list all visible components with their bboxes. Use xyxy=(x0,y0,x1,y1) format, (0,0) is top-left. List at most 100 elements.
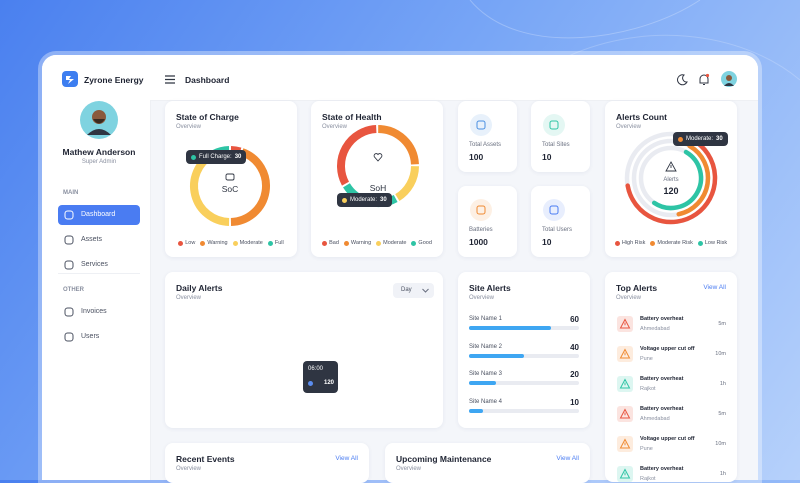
icon-shape xyxy=(619,318,631,329)
icon-shape xyxy=(64,235,74,245)
stat-value: 10 xyxy=(542,237,552,247)
legend-label: Full xyxy=(274,240,284,246)
avatar xyxy=(80,101,118,139)
site-value: 40 xyxy=(570,342,579,352)
page-title: Dashboard xyxy=(185,75,230,85)
legend-label: Moderate xyxy=(239,240,263,246)
alert-title: Voltage upper cut off xyxy=(640,436,695,442)
alert-location: Ahmedabad xyxy=(640,416,670,422)
nav-item[interactable]: Assets xyxy=(58,230,140,250)
alert-time: 5m xyxy=(718,321,726,327)
tooltip-label: Moderate: xyxy=(686,136,714,142)
legend: Bad Warning Moderate Good xyxy=(311,240,443,246)
legend: High Risk Moderate Risk Low Risk xyxy=(605,240,737,246)
filter-label: Day xyxy=(401,287,412,293)
nav-item[interactable]: Dashboard xyxy=(58,205,140,225)
nav-icon xyxy=(64,210,74,220)
alert-title: Battery overheat xyxy=(640,376,684,382)
icon-shape xyxy=(64,332,74,342)
icon-shape xyxy=(476,120,486,130)
legend-item: Good xyxy=(411,240,432,246)
bar-chart xyxy=(165,272,443,428)
card-subtitle: Overview xyxy=(176,124,202,130)
notifications[interactable] xyxy=(698,73,710,86)
legend-swatch xyxy=(200,240,206,246)
filter-dropdown[interactable]: Day010020030040001:0002:0003:0004:0005:0… xyxy=(393,283,434,298)
legend-swatch xyxy=(411,240,417,246)
tooltip-label: Full Charge: xyxy=(199,154,232,160)
donut-center-label: SoC xyxy=(221,184,239,194)
nav-item[interactable]: Users xyxy=(58,327,140,347)
legend-label: Bad xyxy=(329,240,339,246)
ring-arc xyxy=(651,149,704,211)
user-name: Mathew Anderson xyxy=(62,147,136,157)
center-icon xyxy=(225,173,235,181)
legend-swatch xyxy=(322,240,328,246)
view-all-link[interactable]: View All xyxy=(556,455,579,462)
stat-value: 10 xyxy=(542,152,552,162)
radial-chart xyxy=(624,131,718,225)
legend-swatch xyxy=(376,240,382,246)
theme-toggle[interactable] xyxy=(676,74,688,86)
legend-swatch xyxy=(343,240,349,246)
progress-bar xyxy=(469,408,483,413)
card-title: Daily Alerts xyxy=(176,283,223,293)
ring-arc xyxy=(625,137,718,225)
card-title: State of Charge xyxy=(176,112,239,122)
view-all-link[interactable]: View All xyxy=(703,284,726,291)
alert-icon xyxy=(617,466,633,482)
icon-bg xyxy=(470,114,492,136)
nav-item[interactable]: Invoices xyxy=(58,302,140,322)
card-subtitle: Overview xyxy=(176,295,202,301)
nav-icon xyxy=(64,260,74,270)
alert-time: 10m xyxy=(715,441,726,447)
card-title: Recent Events xyxy=(176,454,235,464)
icon-bg xyxy=(543,114,565,136)
site-name: Site Name 4 xyxy=(469,398,503,405)
logo xyxy=(62,71,78,87)
user-role: Super Admin xyxy=(81,159,117,165)
nav-item[interactable]: Services xyxy=(58,255,140,275)
legend-item: Low xyxy=(178,240,195,246)
progress-track xyxy=(469,408,579,413)
nav-label: Assets xyxy=(81,236,103,243)
legend-label: Good xyxy=(418,240,432,246)
legend-swatch xyxy=(232,240,238,246)
card-subtitle: Overview xyxy=(396,466,422,472)
legend-item: Low Risk xyxy=(697,240,727,246)
alert-icon xyxy=(617,316,633,332)
stat-icon xyxy=(543,199,565,221)
tooltip-category: 06:00 xyxy=(308,366,324,372)
center-value: 120 xyxy=(663,186,679,196)
icon-shape xyxy=(619,468,631,479)
alert-icon xyxy=(617,346,633,362)
top-alerts-card: Top Alerts Overview View All Battery ove… xyxy=(605,272,737,482)
legend-swatch xyxy=(267,240,273,246)
stat-label: Batteries xyxy=(469,227,493,233)
site-value: 20 xyxy=(570,370,579,379)
menu-toggle[interactable] xyxy=(165,75,175,84)
section-title: OTHER xyxy=(63,287,84,293)
tooltip-label: Moderate: xyxy=(350,197,378,203)
icon-shape xyxy=(619,378,631,389)
alert-location: Ahmedabad xyxy=(640,326,670,332)
progress-track xyxy=(469,381,579,385)
profile-avatar[interactable] xyxy=(721,71,737,87)
view-all-link[interactable]: View All xyxy=(335,455,358,462)
center-label: Alerts xyxy=(663,177,679,183)
legend-item: Moderate xyxy=(376,240,406,246)
card-title: Top Alerts xyxy=(616,283,658,293)
donut-chart xyxy=(190,146,270,226)
alert-icon xyxy=(665,161,677,172)
legend-label: Moderate xyxy=(383,240,407,246)
icon-shape xyxy=(549,120,559,130)
card-subtitle: Overview xyxy=(176,466,202,472)
stat-icon xyxy=(470,199,492,221)
legend-label: Warning xyxy=(350,240,372,246)
legend-item: Warning xyxy=(343,240,372,246)
legend-label: Moderate Risk xyxy=(657,240,693,246)
icon-shape xyxy=(619,438,631,449)
stat-card: Batteries 1000 xyxy=(458,186,517,257)
icon-shape xyxy=(619,348,631,359)
donut-segment xyxy=(395,165,419,201)
